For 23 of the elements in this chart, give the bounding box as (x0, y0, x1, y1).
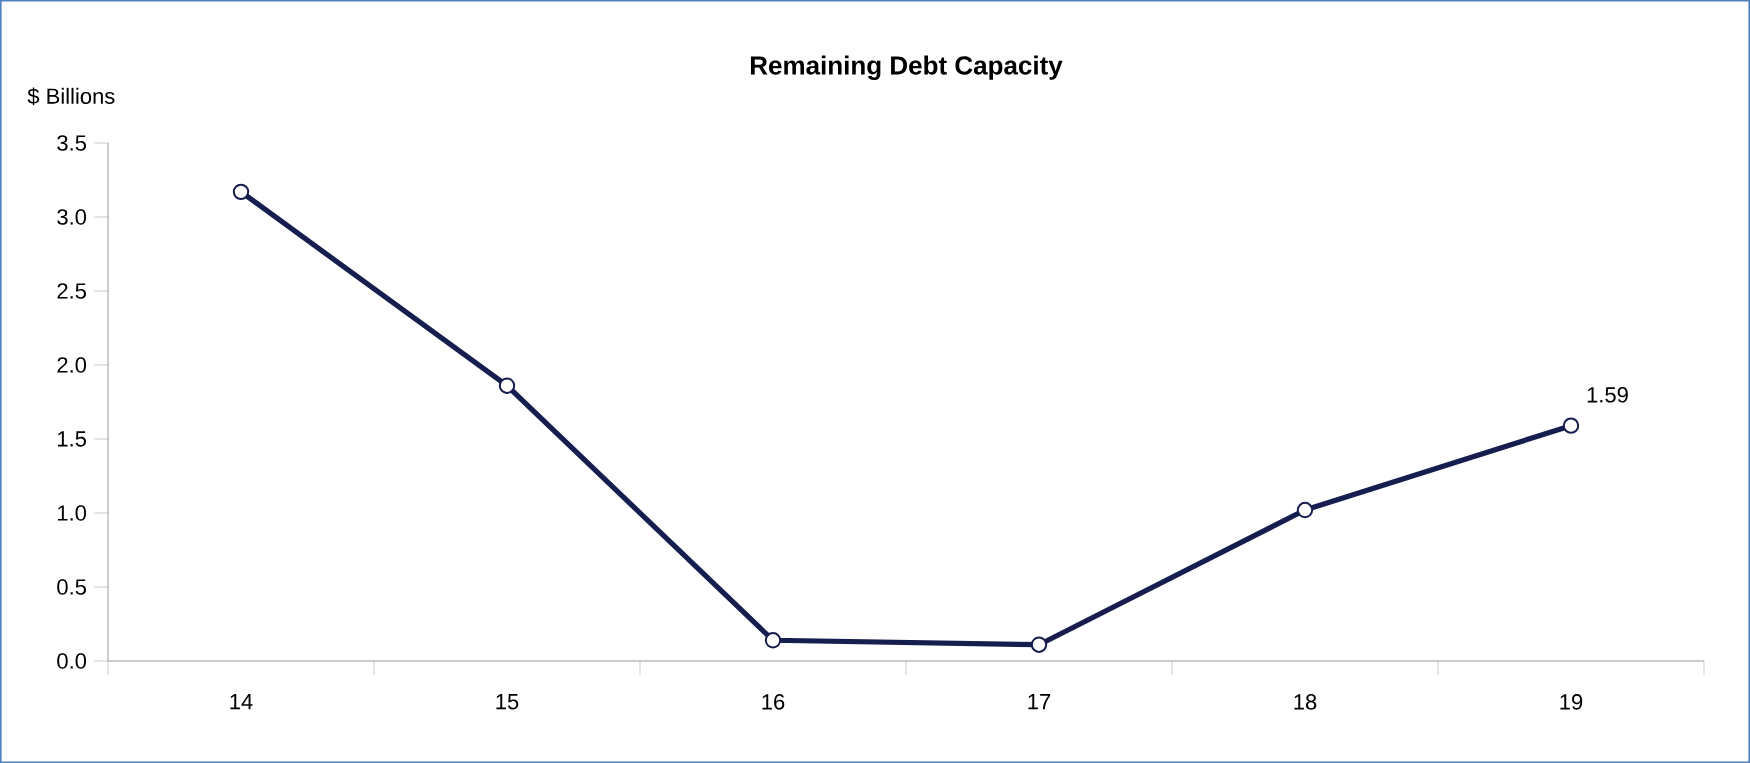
y-axis-title: $ Billions (27, 87, 115, 106)
x-tick-label: 19 (1560, 694, 1583, 710)
point (764, 632, 782, 649)
text: 1.0 (58, 505, 87, 521)
data-label: 1.59 (1587, 387, 1628, 403)
point (498, 377, 516, 394)
point (1030, 636, 1048, 653)
point (232, 183, 250, 201)
chart-title: Remaining Debt Capacity (750, 55, 1063, 80)
text: 2.0 (57, 357, 87, 373)
text: 0.0 (57, 653, 87, 669)
text: 3.5 (57, 135, 86, 151)
text: 2.5 (57, 283, 86, 299)
x-tick-label: 17 (1028, 694, 1051, 710)
text: 3.0 (57, 209, 87, 225)
x-tick-label: 15 (496, 694, 519, 710)
x-tick-label: 18 (1294, 694, 1317, 710)
x-tick-label: 14 (230, 694, 253, 710)
text: 0.5 (57, 579, 86, 595)
point (1562, 417, 1580, 434)
text: 1.5 (58, 431, 86, 447)
x-tick-label: 16 (762, 694, 785, 710)
point (1296, 501, 1314, 519)
